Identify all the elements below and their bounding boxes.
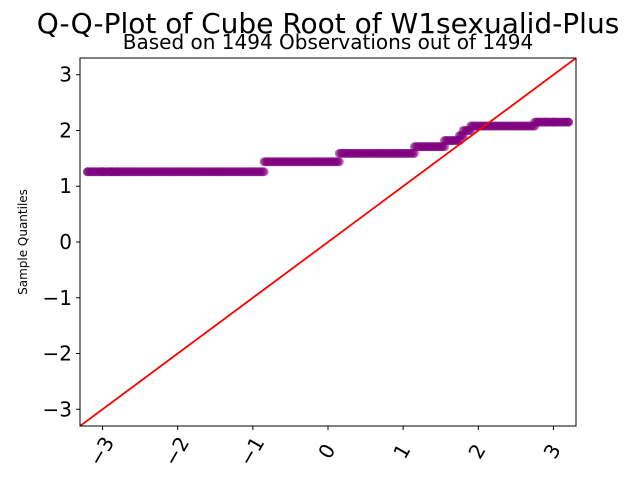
y-tick-label: 3 (59, 63, 72, 87)
data-point (541, 117, 551, 127)
chart-subtitle: Based on 1494 Observations out of 1494 (123, 30, 534, 54)
data-point (548, 117, 558, 127)
data-point (83, 167, 93, 177)
data-point (259, 167, 269, 177)
chart-title: Q-Q-Plot of Cube Root of W1sexualid-Plus (37, 7, 620, 40)
data-point (533, 117, 543, 127)
data-point (563, 117, 573, 127)
x-axis: −3 −2 −1 0 1 2 3 (83, 426, 566, 470)
x-tick-label: 3 (539, 440, 566, 463)
x-tick-label: 0 (313, 440, 340, 463)
data-point (98, 167, 108, 177)
x-tick-label: 2 (463, 440, 490, 463)
y-tick-label: −3 (43, 397, 72, 421)
data-point (334, 157, 344, 167)
points-layer (83, 117, 573, 177)
data-point (409, 148, 419, 158)
y-tick-label: 1 (59, 174, 72, 198)
x-tick-label: 1 (388, 440, 415, 463)
reference-line (80, 58, 576, 426)
x-tick-label: −2 (159, 432, 195, 470)
y-tick-label: 0 (59, 230, 72, 254)
x-tick-label: −1 (234, 432, 270, 470)
y-tick-label: 2 (59, 118, 72, 142)
x-tick-label: −3 (83, 432, 119, 470)
data-point (113, 167, 123, 177)
y-tick-label: −1 (43, 286, 72, 310)
y-axis: −3 −2 −1 0 1 2 3 (43, 63, 80, 421)
y-tick-label: −2 (43, 342, 72, 366)
y-axis-label: Sample Quantiles (16, 189, 30, 295)
